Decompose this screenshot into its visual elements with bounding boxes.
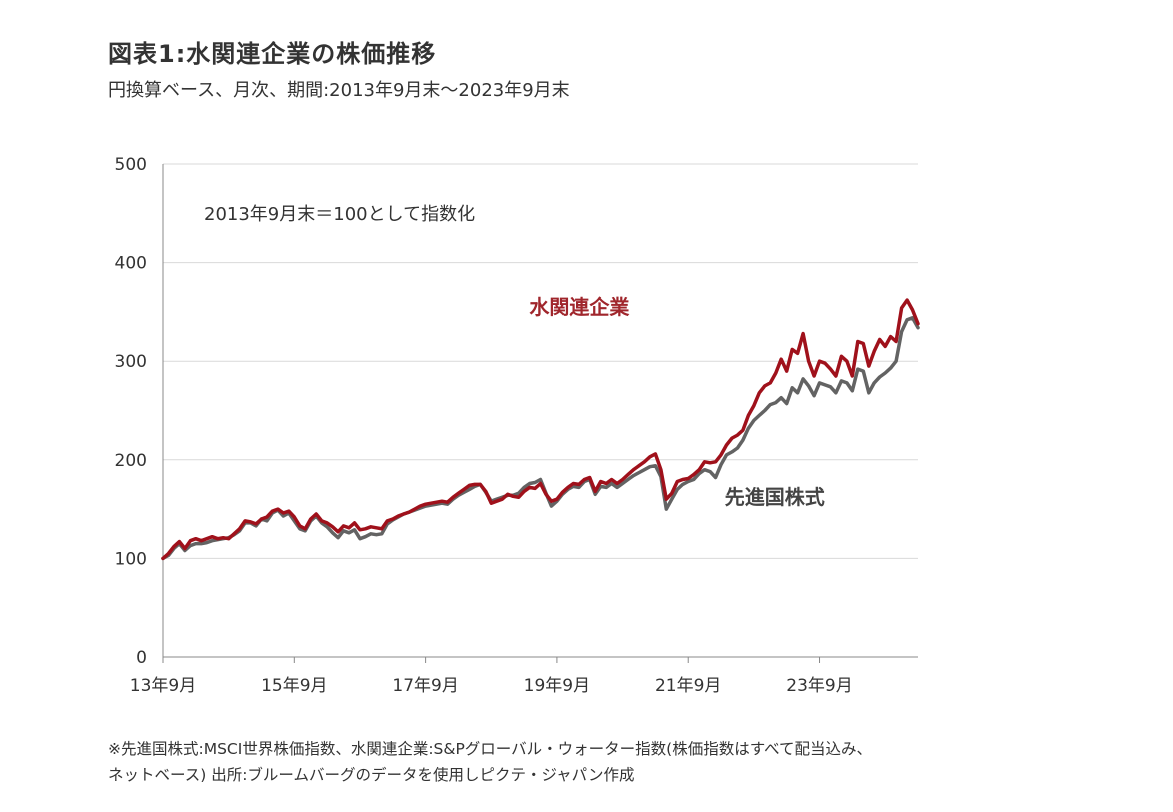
series-label-water: 水関連企業 xyxy=(529,295,630,319)
x-tick-label: 13年9月 xyxy=(130,676,196,696)
x-tick-label: 15年9月 xyxy=(261,676,327,696)
source-note-line-1: ※先進国株式:MSCI世界株価指数、水関連企業:S&Pグローバル・ウォーター指数… xyxy=(108,740,873,758)
chart-subtitle: 円換算ベース、月次、期間:2013年9月末〜2023年9月末 xyxy=(108,80,570,101)
y-tick-label: 0 xyxy=(136,648,147,668)
chart-title: 図表1:水関連企業の株価推移 xyxy=(108,40,437,68)
x-tick-label: 21年9月 xyxy=(655,676,721,696)
source-note-line-2: ネットベース) 出所:ブルームバーグのデータを使用しピクテ・ジャパン作成 xyxy=(108,766,635,784)
x-tick-label: 19年9月 xyxy=(524,676,590,696)
y-tick-label: 100 xyxy=(115,549,147,569)
series-line-world xyxy=(161,316,920,561)
source-note: ※先進国株式:MSCI世界株価指数、水関連企業:S&Pグローバル・ウォーター指数… xyxy=(108,736,1128,788)
y-tick-label: 200 xyxy=(115,451,147,471)
index-annotation: 2013年9月末＝100として指数化 xyxy=(204,204,475,225)
y-tick-label: 300 xyxy=(115,352,147,372)
series-label-world: 先進国株式 xyxy=(725,485,825,509)
y-tick-label: 400 xyxy=(115,254,147,274)
x-tick-label: 23年9月 xyxy=(786,676,852,696)
series-line-water xyxy=(161,298,920,561)
y-tick-label: 500 xyxy=(115,155,147,175)
x-tick-label: 17年9月 xyxy=(392,676,458,696)
